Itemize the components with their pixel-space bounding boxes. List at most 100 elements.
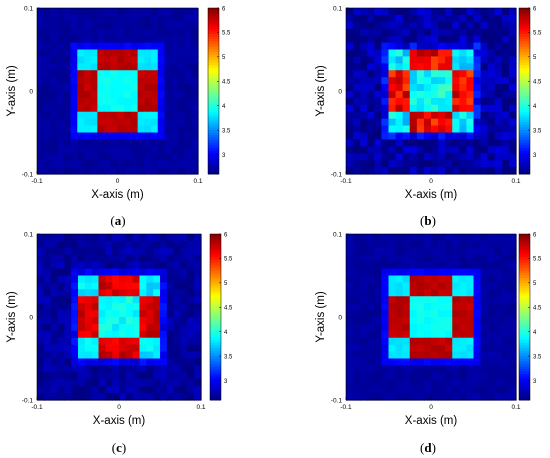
heatmap-cell [487,247,496,256]
heatmap-cell [459,358,468,367]
heatmap-cell [139,254,147,263]
heatmap-cell [395,160,404,168]
heatmap-cell [77,139,85,147]
colorbar-segment [519,163,530,167]
heatmap-cell [423,132,432,141]
heatmap-cell [43,125,52,134]
colorbar-segment [208,171,219,175]
heatmap-cell [395,35,404,44]
heatmap-cell [459,153,468,161]
heatmap-cell [508,234,517,242]
heatmap-cell [43,268,52,277]
heatmap-cell [480,268,489,277]
heatmap-cell [144,91,152,99]
heatmap-cell [43,160,52,168]
heatmap-cell [160,317,168,325]
heatmap-cell [98,261,106,270]
heatmap-cell [191,56,199,64]
heatmap-cell [395,14,404,23]
heatmap-cell [501,111,510,120]
heatmap-cell [487,379,496,387]
heatmap-cell [98,323,106,332]
colorbar-segment [210,319,221,323]
heatmap-cell [416,111,425,120]
heatmap-cell [63,49,72,58]
heatmap-cell [57,372,65,380]
heatmap-cell [374,56,383,64]
heatmap-cell [71,275,79,284]
heatmap-cell [438,118,446,127]
heatmap-cell [153,261,161,270]
heatmap-cell [112,275,120,284]
colorbar-segment [519,376,530,380]
heatmap-cell [43,63,52,71]
heatmap-cell [388,358,397,367]
heatmap-cell [353,146,361,154]
heatmap-cell [388,8,397,16]
heatmap-cell [438,323,446,332]
heatmap-cell [487,337,496,346]
heatmap-cell [64,234,72,242]
colorbar-tick-label: 4.5 [533,306,542,312]
colorbar-segment [519,345,530,349]
heatmap-cell [381,303,390,311]
colorbar-segment [519,103,530,108]
heatmap-cell [97,35,105,44]
heatmap-cell [473,323,482,332]
colorbar-segment [519,285,530,289]
heatmap-cell [97,14,105,23]
heatmap-cell [367,70,375,78]
heatmap-cell [151,84,159,92]
panel-label: (b) [420,213,436,228]
heatmap-cell [117,56,125,64]
colorbar-frame [207,7,220,175]
heatmap-cell [423,268,432,277]
heatmap-cell [146,282,154,290]
heatmap-cell [124,139,132,147]
heatmap-cell [501,330,510,339]
heatmap-cell [171,167,179,175]
heatmap-cell [431,56,439,64]
heatmap-cell [144,63,152,71]
heatmap-cell [374,275,383,284]
heatmap-cell [438,35,446,44]
heatmap-cell [173,268,182,277]
heatmap-cell [110,77,119,85]
colorbar-segment [519,124,530,128]
colorbar-segment [210,355,221,359]
heatmap-cell [409,323,418,332]
heatmap-cell [402,275,411,284]
heatmap-cell [402,268,411,277]
heatmap-cell [98,234,106,242]
heatmap-cell [346,118,354,127]
heatmap-cell [438,84,446,92]
heatmap-cell [508,337,517,346]
heatmap-cell [353,160,361,168]
heatmap-cell [501,104,510,113]
heatmap-cell [119,372,127,380]
heatmap-cell [480,323,489,332]
heatmap-cell [508,330,517,339]
heatmap-cell [381,317,390,325]
heatmap-cell [104,49,112,58]
heatmap-cell [374,146,383,154]
heatmap-cell [83,104,92,113]
heatmap-cell [194,372,202,380]
heatmap-cell [473,118,482,127]
heatmap-cell [409,146,418,154]
heatmap-cell [97,139,105,147]
heatmap-cell [43,317,52,325]
heatmap-cell [381,379,390,387]
heatmap-cell [117,146,125,154]
heatmap-cell [173,303,182,311]
heatmap-cell [367,393,375,401]
heatmap-cell [480,310,489,318]
heatmap-cell [423,167,432,175]
heatmap-cell [160,268,168,277]
heatmap-cell [367,97,375,106]
heatmap-cell [177,91,186,99]
heatmap-cell [130,139,139,147]
heatmap-cell [367,42,375,51]
heatmap-cell [130,97,139,106]
heatmap-cell [487,97,496,106]
